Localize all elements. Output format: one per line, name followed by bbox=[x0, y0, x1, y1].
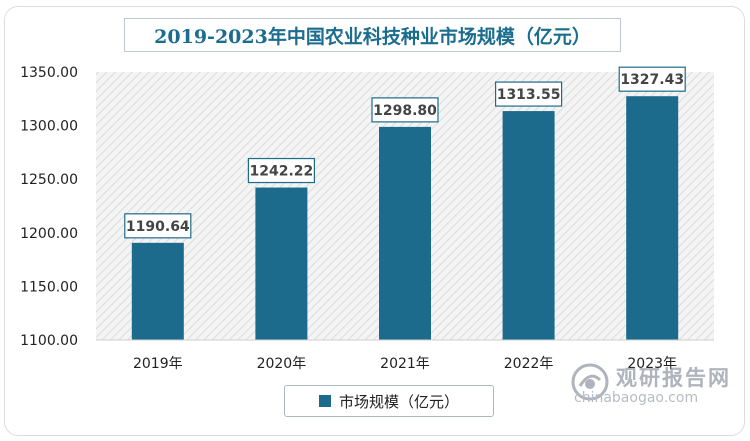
bar-series bbox=[131, 96, 679, 340]
data-labels: 1190.64 1242.22 1298.80 1313.55 1327.43 bbox=[124, 66, 686, 239]
legend: 市场规模（亿元） bbox=[284, 385, 494, 417]
chart-title: 2019-2023年中国农业科技种业市场规模（亿元） bbox=[124, 18, 621, 52]
y-tick-label: 1300.00 bbox=[20, 119, 78, 135]
bar bbox=[379, 126, 431, 340]
data-label: 1242.22 bbox=[250, 164, 314, 180]
x-tick-label: 2021年 bbox=[380, 356, 430, 372]
data-label: 1190.64 bbox=[126, 219, 190, 235]
data-label: 1298.80 bbox=[373, 103, 437, 119]
data-label-box bbox=[371, 97, 439, 123]
x-axis: 2019年 2020年 2021年 2022年 2023年 bbox=[96, 339, 714, 372]
data-label-box bbox=[495, 81, 563, 107]
legend-swatch bbox=[318, 395, 331, 407]
bar bbox=[255, 187, 308, 340]
data-label: 1313.55 bbox=[497, 87, 561, 103]
x-tick-label: 2020年 bbox=[257, 356, 307, 372]
chinabaogao-logo-icon bbox=[571, 363, 609, 401]
data-label-box bbox=[618, 66, 686, 92]
bar bbox=[626, 96, 679, 340]
y-tick-label: 1200.00 bbox=[20, 226, 78, 242]
data-label-box bbox=[124, 213, 192, 239]
data-label: 1327.43 bbox=[620, 72, 684, 88]
y-tick-label: 1100.00 bbox=[20, 333, 78, 349]
x-tick-label: 2019年 bbox=[133, 356, 183, 372]
bar bbox=[502, 111, 555, 340]
y-tick-label: 1350.00 bbox=[20, 65, 78, 81]
watermark-url: chinabaogao.com bbox=[574, 390, 699, 406]
x-tick-label: 2022年 bbox=[504, 356, 554, 372]
legend-label: 市场规模（亿元） bbox=[338, 392, 459, 411]
x-tick-label: 2023年 bbox=[627, 356, 677, 372]
watermark-name: 观研报告网 bbox=[616, 366, 731, 390]
y-tick-label: 1250.00 bbox=[20, 172, 78, 188]
y-tick-label: 1150.00 bbox=[20, 279, 78, 295]
watermark: 观研报告网 chinabaogao.com bbox=[570, 360, 740, 412]
data-label-box bbox=[247, 157, 315, 184]
bar bbox=[131, 242, 184, 340]
y-axis: 1100.00 1150.00 1200.00 1250.00 1300.00 1350.… bbox=[20, 65, 78, 349]
